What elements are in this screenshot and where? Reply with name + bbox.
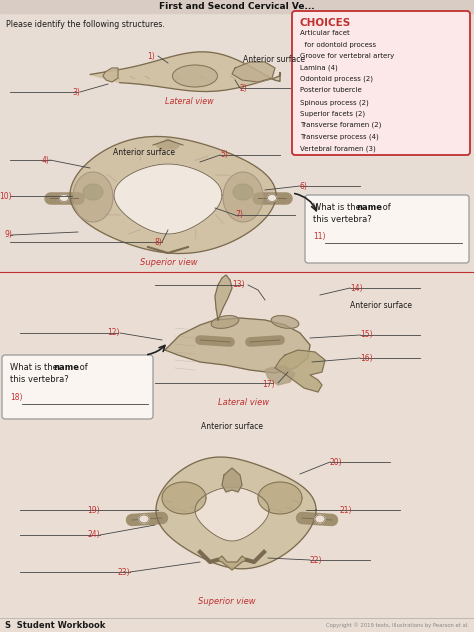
Text: Posterior tubercle: Posterior tubercle (300, 87, 362, 94)
Ellipse shape (271, 315, 299, 329)
Text: Odontoid process (2): Odontoid process (2) (300, 76, 373, 83)
Ellipse shape (315, 515, 325, 523)
Bar (0, 0, 474, 13)
Polygon shape (162, 482, 206, 514)
Polygon shape (114, 164, 222, 234)
Text: Groove for vertebral artery: Groove for vertebral artery (300, 53, 394, 59)
Text: this vertebra?: this vertebra? (10, 375, 69, 384)
FancyBboxPatch shape (2, 355, 153, 419)
Text: What is the: What is the (10, 363, 61, 372)
Polygon shape (165, 318, 310, 373)
Text: 23): 23) (118, 568, 130, 576)
Ellipse shape (267, 195, 276, 202)
Text: Superior view: Superior view (198, 597, 255, 606)
Polygon shape (258, 482, 302, 514)
Text: 8): 8) (154, 238, 162, 246)
Text: Superior facets (2): Superior facets (2) (300, 111, 365, 117)
Text: Spinous process (2): Spinous process (2) (300, 99, 369, 106)
Text: Anterior surface: Anterior surface (243, 56, 305, 64)
Text: Lamina (4): Lamina (4) (300, 64, 338, 71)
Text: 19): 19) (87, 506, 100, 514)
Text: 21): 21) (340, 506, 353, 514)
Text: S  Student Workbook: S Student Workbook (5, 621, 105, 629)
Text: 2): 2) (240, 85, 248, 94)
Polygon shape (217, 556, 247, 570)
Polygon shape (233, 184, 253, 200)
Text: 20): 20) (330, 458, 343, 466)
Text: 24): 24) (87, 530, 100, 540)
Text: 5): 5) (220, 150, 228, 159)
Text: 16): 16) (360, 353, 373, 363)
Text: Please identify the following structures.: Please identify the following structures… (6, 20, 165, 29)
Polygon shape (223, 172, 263, 222)
Polygon shape (70, 137, 276, 253)
Text: of: of (380, 203, 391, 212)
Text: Anterior surface: Anterior surface (201, 422, 263, 431)
Text: Copyright © 2019 texts, Illustrations by Pearson et al.: Copyright © 2019 texts, Illustrations by… (326, 622, 469, 628)
Text: 12): 12) (108, 329, 120, 337)
Text: Superior view: Superior view (140, 258, 198, 267)
Ellipse shape (139, 515, 149, 523)
Polygon shape (195, 487, 269, 541)
Text: Transverse foramen (2): Transverse foramen (2) (300, 122, 382, 128)
Text: CHOICES: CHOICES (300, 18, 351, 28)
Polygon shape (156, 457, 316, 569)
Text: 15): 15) (360, 331, 373, 339)
Text: Articular facet: Articular facet (300, 30, 350, 36)
Text: 14): 14) (350, 284, 363, 293)
Polygon shape (73, 172, 113, 222)
Polygon shape (156, 139, 180, 149)
FancyBboxPatch shape (292, 11, 470, 155)
Text: 6): 6) (300, 181, 308, 190)
Text: Anterior surface: Anterior surface (350, 300, 412, 310)
Text: 10): 10) (0, 191, 12, 200)
Ellipse shape (60, 195, 69, 202)
Text: of: of (77, 363, 88, 372)
Text: 3): 3) (72, 87, 80, 97)
Text: for odontoid process: for odontoid process (300, 42, 376, 47)
Polygon shape (222, 468, 242, 492)
Text: Lateral view: Lateral view (218, 398, 269, 407)
Text: 9): 9) (4, 231, 12, 240)
Text: 22): 22) (310, 556, 322, 564)
Polygon shape (232, 62, 275, 82)
Polygon shape (275, 350, 325, 392)
Polygon shape (103, 68, 118, 82)
Text: 4): 4) (42, 155, 50, 164)
Text: Lateral view: Lateral view (165, 97, 214, 106)
FancyBboxPatch shape (305, 195, 469, 263)
Ellipse shape (211, 315, 239, 329)
Ellipse shape (173, 65, 218, 87)
Polygon shape (265, 366, 295, 385)
Bar (0, 272, 474, 632)
Text: Vertebral foramen (3): Vertebral foramen (3) (300, 145, 376, 152)
Text: 13): 13) (232, 281, 245, 289)
Text: name: name (53, 363, 79, 372)
Text: First and Second Cervical Ve...: First and Second Cervical Ve... (159, 2, 315, 11)
Text: 7): 7) (235, 210, 243, 219)
Text: 17): 17) (263, 380, 275, 389)
Polygon shape (90, 52, 280, 92)
Polygon shape (83, 184, 103, 200)
Text: Transverse process (4): Transverse process (4) (300, 133, 379, 140)
Text: What is the: What is the (313, 203, 364, 212)
Text: 11): 11) (313, 232, 326, 241)
Text: 18): 18) (10, 393, 22, 402)
Text: Anterior surface: Anterior surface (113, 148, 175, 157)
Polygon shape (215, 275, 232, 320)
Text: this vertebra?: this vertebra? (313, 215, 372, 224)
Text: 1): 1) (147, 51, 155, 61)
Text: name: name (356, 203, 382, 212)
